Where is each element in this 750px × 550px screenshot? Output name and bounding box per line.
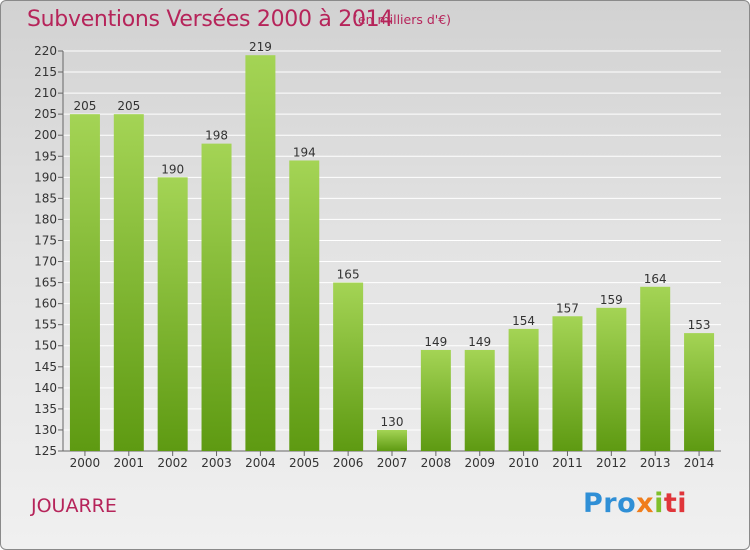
bar <box>464 349 495 451</box>
y-tick-label: 140 <box>34 381 57 395</box>
y-tick-label: 130 <box>34 423 57 437</box>
x-tick-label: 2006 <box>333 456 364 470</box>
bar-value-label: 198 <box>205 129 228 143</box>
y-tick-label: 145 <box>34 360 57 374</box>
y-tick-label: 175 <box>34 233 57 247</box>
y-tick-label: 210 <box>34 86 57 100</box>
x-tick-label: 2012 <box>596 456 627 470</box>
bar-value-label: 153 <box>688 318 711 332</box>
bar-value-label: 194 <box>293 145 316 159</box>
bar-value-label: 165 <box>337 268 360 282</box>
bar <box>157 177 188 451</box>
y-tick-label: 215 <box>34 65 57 79</box>
bar-value-label: 149 <box>424 335 447 349</box>
bar-value-label: 157 <box>556 301 579 315</box>
bar <box>289 160 320 451</box>
x-tick-label: 2011 <box>552 456 583 470</box>
logo-part: Pro <box>583 488 637 519</box>
y-tick-label: 160 <box>34 297 57 311</box>
y-tick-label: 155 <box>34 318 57 332</box>
bar <box>552 316 583 451</box>
bar <box>640 286 671 451</box>
x-tick-label: 2010 <box>508 456 539 470</box>
x-tick-label: 2001 <box>114 456 145 470</box>
x-tick-label: 2004 <box>245 456 276 470</box>
y-tick-label: 195 <box>34 149 57 163</box>
proxiti-logo: Proxiti <box>583 488 687 519</box>
logo-part: i <box>654 488 664 519</box>
chart-subtitle: (en milliers d'€) <box>353 12 452 27</box>
bar-value-label: 164 <box>644 272 667 286</box>
y-tick-label: 200 <box>34 128 57 142</box>
x-tick-label: 2007 <box>377 456 408 470</box>
y-tick-label: 220 <box>34 44 57 58</box>
x-tick-label: 2005 <box>289 456 320 470</box>
bar <box>377 429 407 451</box>
x-tick-label: 2003 <box>201 456 232 470</box>
y-tick-label: 165 <box>34 276 57 290</box>
bar <box>69 114 100 451</box>
y-tick-label: 190 <box>34 170 57 184</box>
bar <box>333 282 364 451</box>
bar-value-label: 205 <box>73 99 96 113</box>
x-tick-label: 2013 <box>640 456 671 470</box>
bar <box>596 307 627 451</box>
bar-value-label: 130 <box>381 415 404 429</box>
bar-value-label: 149 <box>468 335 491 349</box>
y-tick-label: 150 <box>34 339 57 353</box>
logo-part: x <box>636 488 655 519</box>
bars <box>69 55 715 452</box>
x-tick-label: 2014 <box>684 456 715 470</box>
bar <box>113 114 144 451</box>
x-tick-label: 2009 <box>464 456 495 470</box>
labels: 125 130 135 140 145 150 155 160 165 170 175 180 185 1… <box>34 40 714 470</box>
bar-value-label: 190 <box>161 162 184 176</box>
y-tick-label: 185 <box>34 191 57 205</box>
bar-value-label: 154 <box>512 314 535 328</box>
x-tick-label: 2002 <box>157 456 188 470</box>
bar <box>508 328 539 451</box>
logo-part: ti <box>663 488 688 519</box>
x-tick-label: 2000 <box>70 456 101 470</box>
bar <box>684 333 715 451</box>
bar-value-label: 205 <box>117 99 140 113</box>
bar <box>245 55 276 452</box>
bar-value-label: 219 <box>249 40 272 54</box>
place-name: JOUARRE <box>31 495 117 517</box>
y-tick-label: 205 <box>34 107 57 121</box>
chart-title: Subventions Versées 2000 à 2014 <box>27 7 394 32</box>
bar <box>420 349 451 451</box>
y-tick-label: 170 <box>34 255 57 269</box>
y-tick-label: 180 <box>34 212 57 226</box>
bar <box>201 143 232 451</box>
bar-value-label: 159 <box>600 293 623 307</box>
y-tick-label: 125 <box>34 444 57 458</box>
y-tick-label: 135 <box>34 402 57 416</box>
x-tick-label: 2008 <box>421 456 452 470</box>
